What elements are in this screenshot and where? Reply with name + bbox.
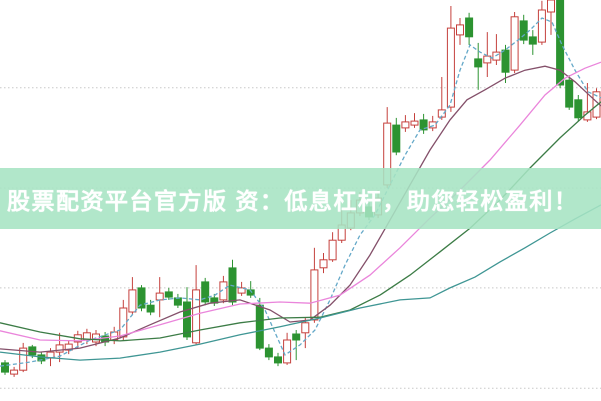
candle-body-down bbox=[565, 79, 574, 108]
candle-body-down bbox=[164, 291, 173, 298]
candle-body-down bbox=[173, 297, 182, 306]
candle-body-down bbox=[419, 119, 428, 131]
ma-fast-blue-line bbox=[0, 17, 601, 367]
candle-body-up bbox=[547, 0, 555, 13]
candle-body-up bbox=[19, 347, 28, 371]
candle-body-down bbox=[1, 362, 9, 373]
candle-body-up bbox=[328, 239, 337, 261]
candle-body-down bbox=[183, 301, 191, 338]
candle-body-up bbox=[319, 259, 328, 269]
candle-body-up bbox=[10, 369, 19, 375]
candle-body-up bbox=[537, 9, 546, 43]
candle-body-down bbox=[228, 267, 237, 303]
candle-body-up bbox=[192, 289, 201, 344]
ma-pink-line bbox=[0, 61, 601, 342]
candle-body-up bbox=[237, 287, 246, 294]
candle-body-down bbox=[274, 356, 282, 364]
candle-body-up bbox=[428, 121, 437, 129]
candle-body-up bbox=[128, 289, 137, 313]
candle-body-up bbox=[301, 322, 310, 334]
candle-body-up bbox=[64, 343, 73, 351]
promo-banner: 股票配资平台官方版 资：低息杠杆，助您轻松盈利！ bbox=[0, 168, 601, 229]
candle-body-up bbox=[401, 121, 410, 129]
candle-body-down bbox=[556, 0, 565, 86]
candle-body-down bbox=[255, 304, 264, 349]
ma-teal-line bbox=[0, 204, 601, 361]
candle-body-down bbox=[392, 124, 401, 153]
promo-banner-text: 股票配资平台官方版 资：低息杠杆，助您轻松盈利！ bbox=[7, 187, 579, 214]
candle-body-up bbox=[310, 269, 319, 321]
candle-body-down bbox=[574, 99, 583, 119]
candle-body-up bbox=[119, 307, 128, 338]
candle-body-down bbox=[474, 58, 483, 68]
candle-body-up bbox=[410, 120, 419, 126]
candle-body-down bbox=[501, 49, 510, 73]
candle-body-down bbox=[201, 281, 210, 303]
candle-body-up bbox=[219, 281, 228, 301]
candle-body-up bbox=[155, 292, 164, 301]
candle-body-down bbox=[292, 333, 301, 341]
candle-body-down bbox=[519, 20, 528, 41]
candle-body-up bbox=[55, 344, 64, 353]
candle-body-down bbox=[528, 36, 537, 45]
candle-body-up bbox=[456, 24, 464, 36]
candle-body-down bbox=[465, 17, 474, 38]
ma-maroon-line bbox=[0, 65, 601, 353]
candle-body-down bbox=[264, 347, 273, 358]
candle-body-down bbox=[137, 287, 146, 309]
candle-body-up bbox=[446, 27, 455, 108]
candle-body-down bbox=[146, 304, 155, 313]
